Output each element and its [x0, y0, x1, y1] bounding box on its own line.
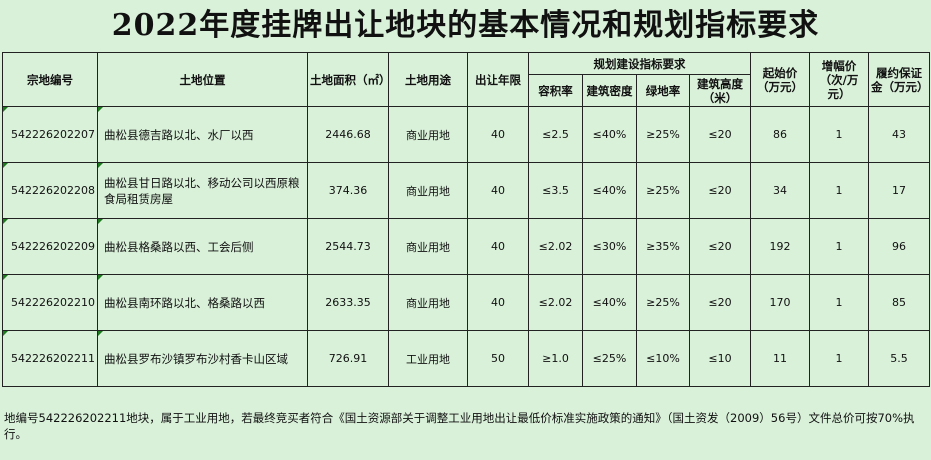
cell-green: ≤10%: [635, 330, 690, 387]
cell-location: 曲松县德吉路以北、水厂以西: [96, 106, 308, 163]
cell-location: 曲松县甘日路以北、移动公司以西原粮食局租赁房屋: [96, 162, 308, 219]
cell-term: 40: [466, 162, 529, 219]
cell-use: 商业用地: [387, 218, 468, 275]
header-increment: 增幅价（次/万元）: [808, 52, 869, 107]
cell-height: ≤20: [688, 274, 751, 331]
cell-start-price: 11: [749, 330, 810, 387]
table-row: 542226202209 曲松县格桑路以西、工会后侧 2544.73 商业用地 …: [2, 218, 930, 275]
header-location: 土地位置: [96, 52, 308, 107]
cell-deposit: 17: [867, 162, 930, 219]
cell-term: 50: [466, 330, 529, 387]
cell-increment: 1: [808, 274, 869, 331]
cell-id: 542226202208: [2, 162, 98, 219]
cell-term: 40: [466, 218, 529, 275]
cell-increment: 1: [808, 106, 869, 163]
cell-deposit: 5.5: [867, 330, 930, 387]
cell-deposit: 43: [867, 106, 930, 163]
cell-deposit: 85: [867, 274, 930, 331]
cell-location: 曲松县南环路以北、格桑路以西: [96, 274, 308, 331]
cell-increment: 1: [808, 218, 869, 275]
cell-area: 374.36: [306, 162, 389, 219]
header-area: 土地面积（㎡）: [306, 52, 389, 107]
cell-green: ≥35%: [635, 218, 690, 275]
land-parcel-table: 宗地编号 土地位置 土地面积（㎡） 土地用途 出让年限 规划建设指标要求 起始价…: [2, 52, 930, 387]
cell-term: 40: [466, 106, 529, 163]
cell-green: ≥25%: [635, 274, 690, 331]
cell-far: ≤2.02: [527, 218, 583, 275]
footnote: 地编号542226202211地块，属于工业用地，若最终竞买者符合《国土资源部关…: [4, 411, 915, 441]
cell-far: ≤2.5: [527, 106, 583, 163]
cell-id: 542226202210: [2, 274, 98, 331]
header-term: 出让年限: [466, 52, 529, 107]
header-density: 建筑密度: [581, 74, 637, 107]
cell-area: 726.91: [306, 330, 389, 387]
table-row: 542226202210 曲松县南环路以北、格桑路以西 2633.35 商业用地…: [2, 274, 930, 331]
cell-use: 工业用地: [387, 330, 468, 387]
header-far: 容积率: [527, 74, 583, 107]
cell-location: 曲松县罗布沙镇罗布沙村香卡山区域: [96, 330, 308, 387]
header-plan-group: 规划建设指标要求: [527, 52, 751, 75]
cell-use: 商业用地: [387, 274, 468, 331]
cell-far: ≤2.02: [527, 274, 583, 331]
cell-density: ≤40%: [581, 162, 637, 219]
cell-use: 商业用地: [387, 162, 468, 219]
cell-density: ≤40%: [581, 274, 637, 331]
cell-term: 40: [466, 274, 529, 331]
cell-height: ≤20: [688, 106, 751, 163]
cell-height: ≤20: [688, 162, 751, 219]
cell-area: 2544.73: [306, 218, 389, 275]
header-height: 建筑高度（米）: [688, 74, 751, 107]
cell-height: ≤20: [688, 218, 751, 275]
cell-start-price: 86: [749, 106, 810, 163]
cell-start-price: 34: [749, 162, 810, 219]
cell-start-price: 170: [749, 274, 810, 331]
header-start-price: 起始价（万元）: [749, 52, 810, 107]
table-row: 542226202207 曲松县德吉路以北、水厂以西 2446.68 商业用地 …: [2, 106, 930, 163]
table-row: 542226202208 曲松县甘日路以北、移动公司以西原粮食局租赁房屋 374…: [2, 162, 930, 219]
cell-id: 542226202209: [2, 218, 98, 275]
header-use: 土地用途: [387, 52, 468, 107]
cell-increment: 1: [808, 162, 869, 219]
cell-far: ≥1.0: [527, 330, 583, 387]
cell-id: 542226202211: [2, 330, 98, 387]
cell-deposit: 96: [867, 218, 930, 275]
cell-density: ≤25%: [581, 330, 637, 387]
cell-far: ≤3.5: [527, 162, 583, 219]
header-id: 宗地编号: [2, 52, 98, 107]
cell-increment: 1: [808, 330, 869, 387]
cell-height: ≤10: [688, 330, 751, 387]
cell-area: 2633.35: [306, 274, 389, 331]
cell-location: 曲松县格桑路以西、工会后侧: [96, 218, 308, 275]
header-green: 绿地率: [635, 74, 690, 107]
table-row: 542226202211 曲松县罗布沙镇罗布沙村香卡山区域 726.91 工业用…: [2, 330, 930, 387]
header-deposit: 履约保证金（万元）: [867, 52, 930, 107]
cell-green: ≥25%: [635, 162, 690, 219]
cell-density: ≤30%: [581, 218, 637, 275]
cell-density: ≤40%: [581, 106, 637, 163]
cell-use: 商业用地: [387, 106, 468, 163]
page-title: 2022年度挂牌出让地块的基本情况和规划指标要求: [111, 8, 820, 43]
cell-area: 2446.68: [306, 106, 389, 163]
cell-green: ≥25%: [635, 106, 690, 163]
cell-id: 542226202207: [2, 106, 98, 163]
cell-start-price: 192: [749, 218, 810, 275]
